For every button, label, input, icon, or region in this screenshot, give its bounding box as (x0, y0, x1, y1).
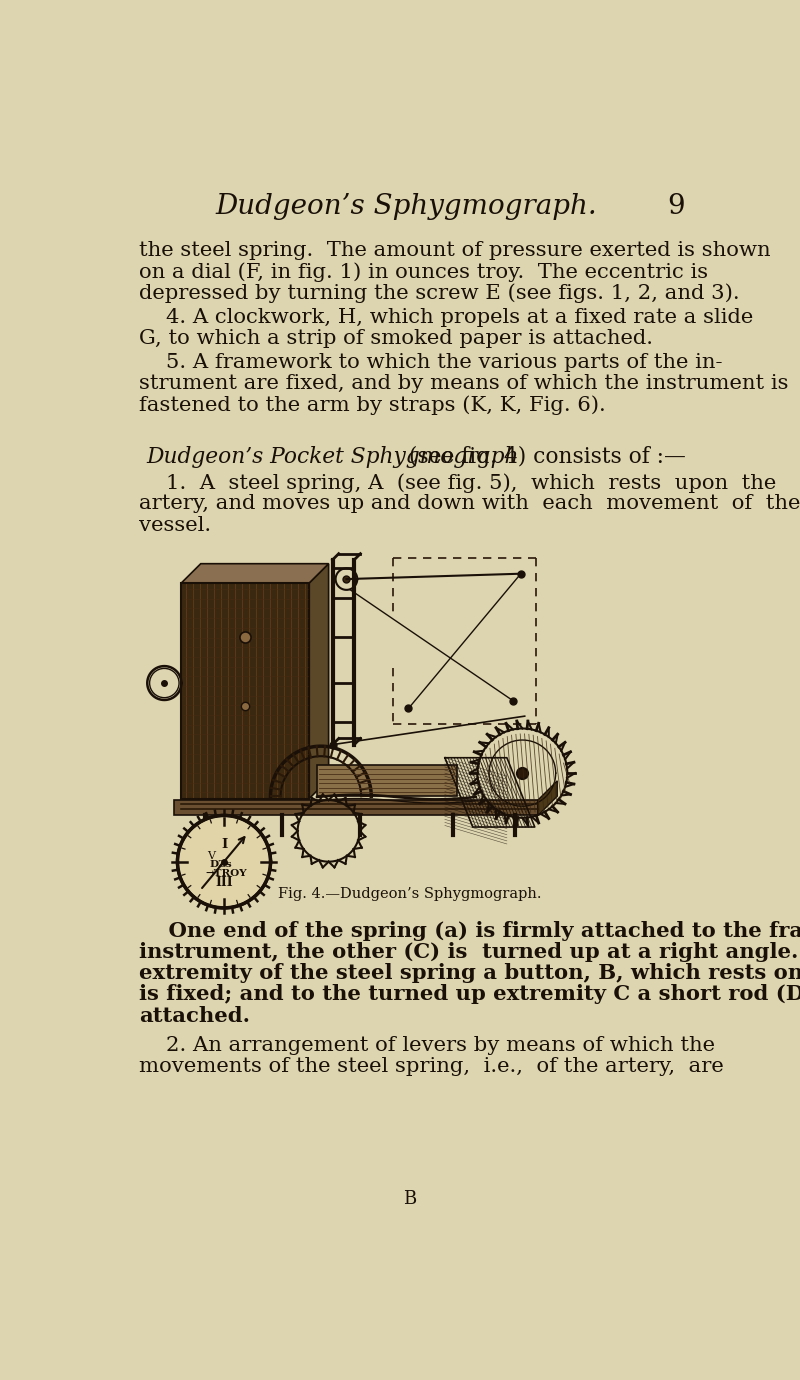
Text: instrument, the other (C) is  turned up at a right angle.   To the under: instrument, the other (C) is turned up a… (138, 943, 800, 962)
Text: Fig. 4.—Dudgeon’s Sphygmograph.: Fig. 4.—Dudgeon’s Sphygmograph. (278, 887, 542, 901)
Text: movements of the steel spring,  i.e.,  of the artery,  are: movements of the steel spring, i.e., of … (138, 1057, 723, 1076)
Text: vessel.: vessel. (138, 516, 211, 534)
Text: 2. An arrangement of levers by means of which the: 2. An arrangement of levers by means of … (138, 1036, 714, 1056)
Text: attached.: attached. (138, 1006, 250, 1025)
Text: G, to which a strip of smoked paper is attached.: G, to which a strip of smoked paper is a… (138, 328, 653, 348)
Text: III: III (215, 876, 233, 889)
Text: artery, and moves up and down with  each  movement  of  the: artery, and moves up and down with each … (138, 494, 800, 513)
Text: depressed by turning the screw E (see figs. 1, 2, and 3).: depressed by turning the screw E (see fi… (138, 283, 739, 304)
Text: 4. A clockwork, H, which propels at a fixed rate a slide: 4. A clockwork, H, which propels at a fi… (138, 308, 753, 327)
Text: DZs: DZs (210, 860, 232, 869)
Bar (182, 582, 310, 799)
Circle shape (150, 668, 179, 698)
Bar (317, 766, 457, 796)
Polygon shape (182, 563, 329, 582)
Text: Dudgeon’s Sphygmograph.: Dudgeon’s Sphygmograph. (215, 193, 597, 221)
Text: strument are fixed, and by means of which the instrument is: strument are fixed, and by means of whic… (138, 374, 788, 393)
Text: V: V (208, 850, 216, 861)
Text: is fixed; and to the turned up extremity C a short rod (D) is firmly: is fixed; and to the turned up extremity… (138, 984, 800, 1005)
Text: the steel spring.  The amount of pressure exerted is shown: the steel spring. The amount of pressure… (138, 241, 770, 259)
Polygon shape (538, 781, 558, 816)
Text: Dudgeon’s Pocket Sphygmograph: Dudgeon’s Pocket Sphygmograph (146, 446, 519, 468)
Text: →TROY: →TROY (206, 869, 247, 878)
Text: 5. A framework to which the various parts of the in-: 5. A framework to which the various part… (138, 353, 722, 373)
Text: extremity of the steel spring a button, B, which rests on the artery,: extremity of the steel spring a button, … (138, 963, 800, 984)
Text: I: I (221, 838, 227, 851)
Circle shape (180, 818, 268, 905)
Bar (174, 800, 538, 816)
Text: One end of the spring (a) is firmly attached to the framework of the: One end of the spring (a) is firmly atta… (138, 920, 800, 941)
Text: on a dial (F, in fig. 1) in ounces troy.  The eccentric is: on a dial (F, in fig. 1) in ounces troy.… (138, 262, 708, 282)
Polygon shape (310, 563, 329, 799)
Text: B: B (403, 1190, 417, 1208)
Text: 9: 9 (667, 193, 685, 221)
Text: (see fig. 4) consists of :—: (see fig. 4) consists of :— (402, 446, 686, 468)
Text: fastened to the arm by straps (K, K, Fig. 6).: fastened to the arm by straps (K, K, Fig… (138, 396, 606, 415)
Text: 1.  A  steel spring, A  (see fig. 5),  which  rests  upon  the: 1. A steel spring, A (see fig. 5), which… (138, 473, 776, 493)
